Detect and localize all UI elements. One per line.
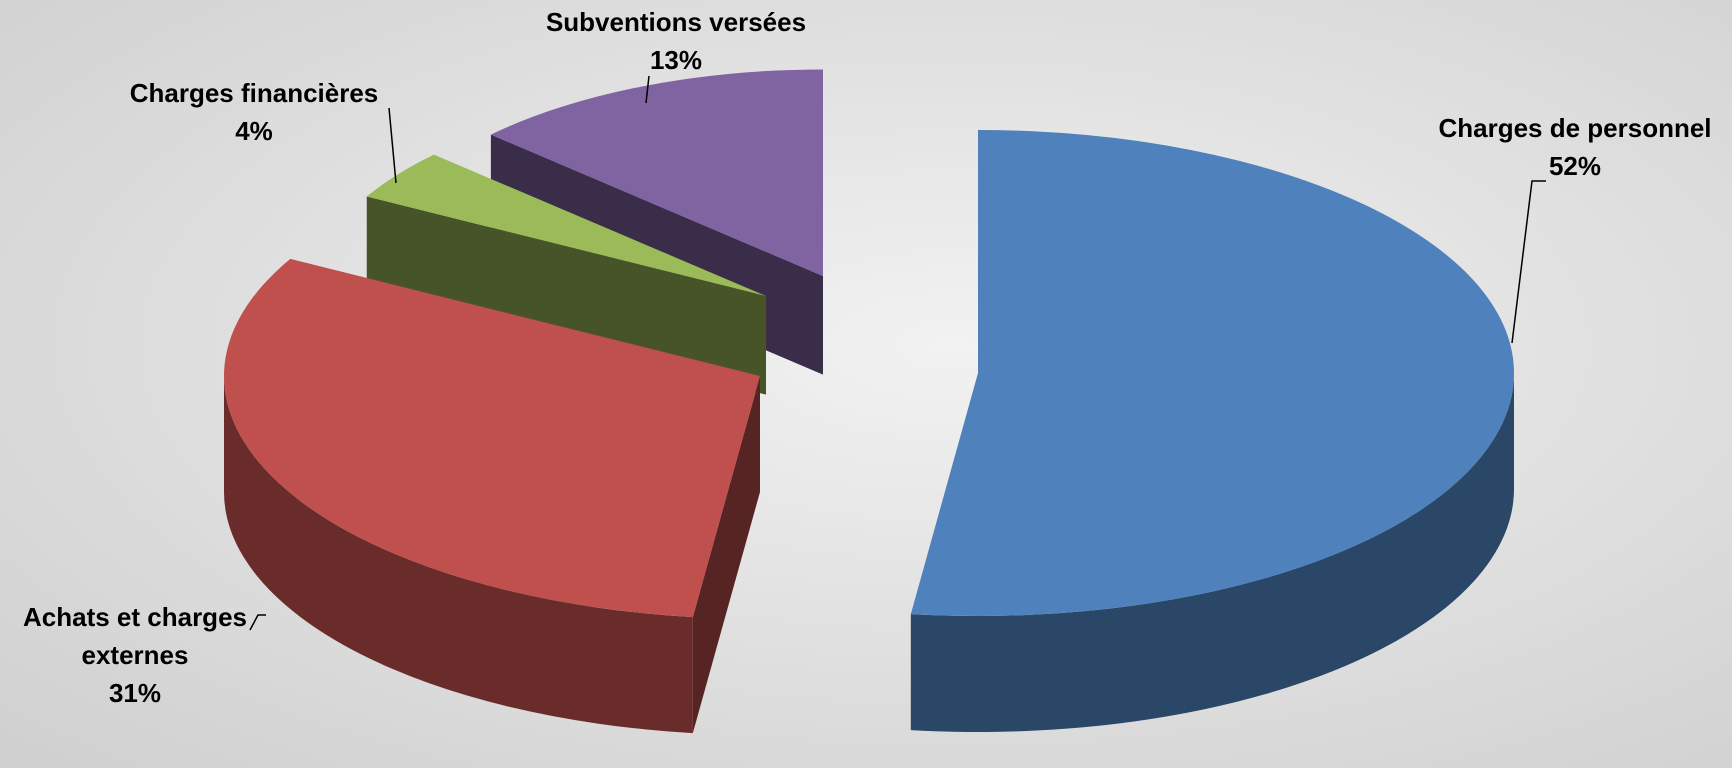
slice-side (366, 196, 766, 395)
pie-slice (224, 258, 760, 618)
pie-slice (490, 69, 823, 276)
leader-line (388, 107, 397, 184)
leader-line (1511, 180, 1546, 344)
slice-side (910, 373, 1514, 732)
value-label: 4% (235, 116, 273, 146)
slice-label: Subventions versées (545, 7, 807, 37)
slice-label: Achats et charges externes (23, 602, 247, 670)
value-label: 13% (649, 45, 703, 75)
pie-slice (910, 130, 1514, 616)
slice-side (692, 376, 760, 734)
pie-slice (366, 154, 766, 296)
value-label: 31% (108, 678, 162, 708)
slice-label: Charges de personnel (1438, 113, 1712, 143)
slice-label: Charges financières (129, 78, 379, 108)
slice-side (224, 376, 693, 734)
leader-line (249, 614, 266, 631)
leader-line (645, 75, 650, 104)
value-label: 52% (1548, 151, 1602, 181)
